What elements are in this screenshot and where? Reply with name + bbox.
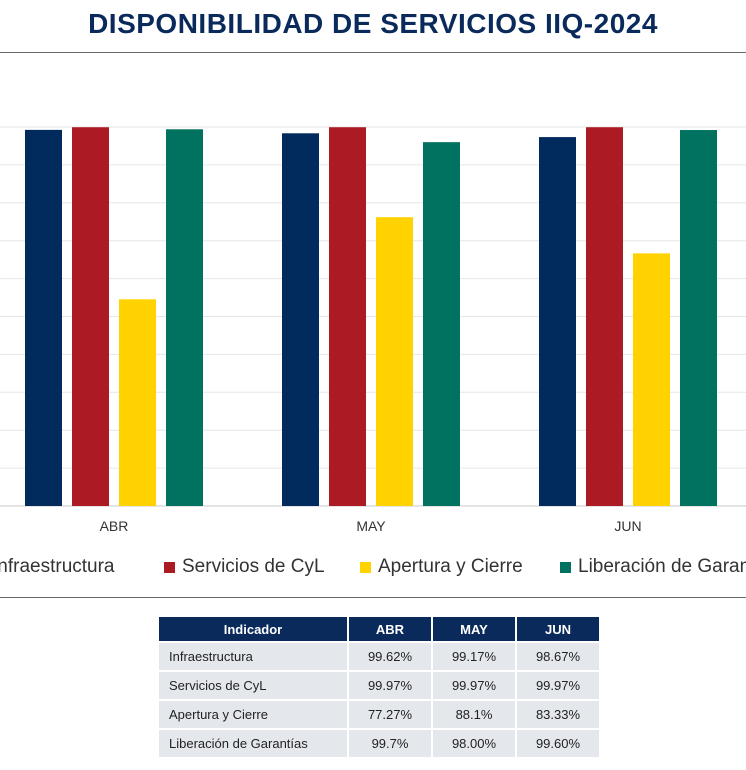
legend-item-infraestructura: Infraestructura xyxy=(0,556,115,578)
bar-abr-series-1 xyxy=(25,129,62,506)
table-cell: 88.1% xyxy=(433,701,515,728)
legend-label: Infraestructura xyxy=(0,556,115,577)
bar-abr-series-3 xyxy=(119,299,156,506)
legend-swatch-servicios xyxy=(164,561,175,573)
table-cell: 77.27% xyxy=(349,701,431,728)
table-cell: 99.7% xyxy=(349,730,431,757)
bar-jun-series-1 xyxy=(539,137,576,506)
x-tick-label: JUN xyxy=(614,518,641,534)
table-cell: 99.60% xyxy=(517,730,599,757)
table-cell: Servicios de CyL xyxy=(159,672,347,699)
bar-may-series-4 xyxy=(423,142,460,506)
bar-series xyxy=(25,127,717,507)
table-cell: 98.00% xyxy=(433,730,515,757)
bar-jun-series-4 xyxy=(680,130,717,507)
table-cell: Infraestructura xyxy=(159,643,347,670)
table-row: Servicios de CyL 99.97% 99.97% 99.97% xyxy=(159,672,599,699)
table-cell: 99.97% xyxy=(349,672,431,699)
table-header: JUN xyxy=(517,617,599,641)
table-cell: 99.97% xyxy=(517,672,599,699)
bar-may-series-3 xyxy=(376,217,413,506)
table-header: MAY xyxy=(433,617,515,641)
legend-item-apertura: Apertura y Cierre xyxy=(360,556,523,578)
table-row: Apertura y Cierre 77.27% 88.1% 83.33% xyxy=(159,701,599,728)
x-tick-label: MAY xyxy=(356,518,386,534)
legend-item-liberacion: Liberación de Garantías xyxy=(560,556,746,578)
legend-item-servicios: Servicios de CyL xyxy=(164,556,325,578)
x-tick-label: ABR xyxy=(100,518,129,534)
bar-may-series-1 xyxy=(282,133,319,507)
table-cell: 99.62% xyxy=(349,643,431,670)
table-cell: 98.67% xyxy=(517,643,599,670)
table-cell: Liberación de Garantías xyxy=(159,730,347,757)
bar-abr-series-2 xyxy=(72,127,109,506)
bar-abr-series-4 xyxy=(166,129,203,507)
bar-may-series-2 xyxy=(329,127,366,506)
table-header: ABR xyxy=(349,617,431,641)
table-cell: Apertura y Cierre xyxy=(159,701,347,728)
title-divider xyxy=(0,52,746,53)
legend-swatch-liberacion xyxy=(560,561,571,573)
page-title: DISPONIBILIDAD DE SERVICIOS IIQ-2024 xyxy=(88,8,658,39)
table-header-row: Indicador ABR MAY JUN xyxy=(159,617,599,641)
availability-table: Indicador ABR MAY JUN Infraestructura 99… xyxy=(157,615,601,759)
table-row: Infraestructura 99.62% 99.17% 98.67% xyxy=(159,643,599,670)
table-cell: 99.17% xyxy=(433,643,515,670)
chart-divider xyxy=(0,597,746,598)
legend-label: Liberación de Garantías xyxy=(578,556,746,577)
bar-jun-series-3 xyxy=(633,253,670,506)
x-axis-labels: ABR MAY JUN xyxy=(100,518,642,534)
bar-jun-series-2 xyxy=(586,127,623,506)
table-header: Indicador xyxy=(159,617,347,641)
table-cell: 83.33% xyxy=(517,701,599,728)
table-cell: 99.97% xyxy=(433,672,515,699)
legend-swatch-apertura xyxy=(360,561,371,573)
legend-label: Apertura y Cierre xyxy=(378,556,523,577)
table-row: Liberación de Garantías 99.7% 98.00% 99.… xyxy=(159,730,599,757)
legend-label: Servicios de CyL xyxy=(182,556,325,577)
chart-legend: Infraestructura Servicios de CyL Apertur… xyxy=(0,556,746,580)
bar-chart: ABR MAY JUN xyxy=(0,126,746,534)
